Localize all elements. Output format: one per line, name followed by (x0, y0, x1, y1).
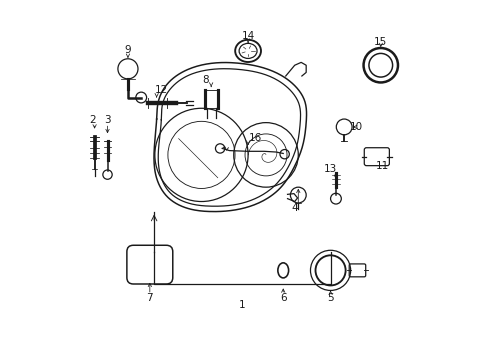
Text: 4: 4 (291, 203, 297, 213)
Text: 13: 13 (323, 164, 337, 174)
Text: 6: 6 (279, 293, 286, 303)
Text: 8: 8 (202, 75, 209, 85)
Text: 11: 11 (376, 161, 389, 171)
Text: 12: 12 (154, 85, 167, 95)
Text: 3: 3 (104, 115, 111, 125)
Text: 14: 14 (241, 31, 254, 41)
Text: 7: 7 (146, 293, 153, 303)
Text: 5: 5 (326, 293, 333, 303)
Text: 1: 1 (239, 300, 245, 310)
Text: 2: 2 (89, 115, 95, 125)
Text: 9: 9 (124, 45, 131, 55)
Text: 16: 16 (248, 133, 262, 143)
Text: 15: 15 (373, 37, 386, 46)
Text: 10: 10 (349, 122, 362, 132)
